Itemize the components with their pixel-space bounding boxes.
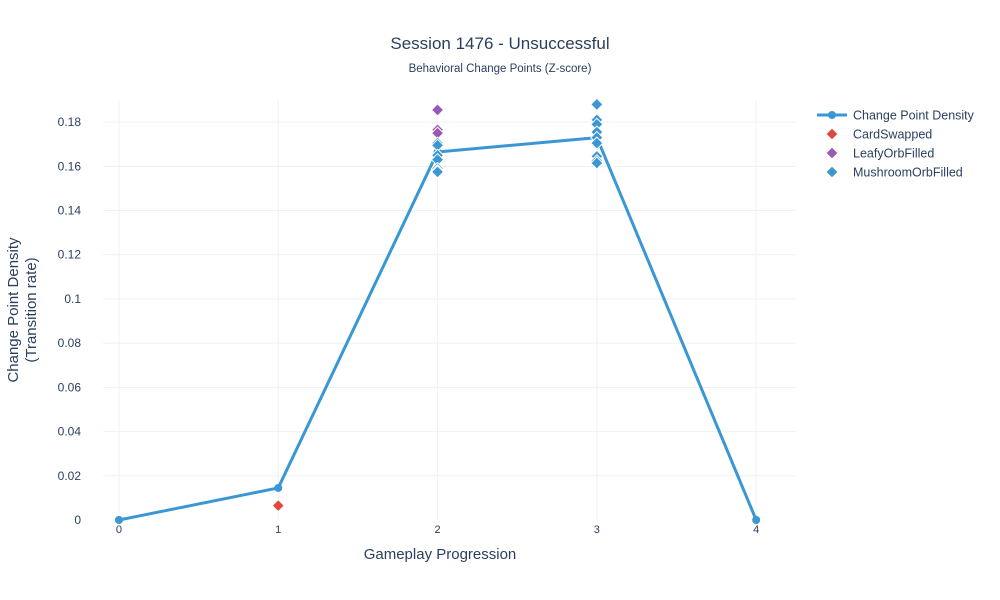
y-tick-label: 0 <box>74 513 81 527</box>
legend-diamond-swatch <box>825 165 839 179</box>
x-tick-label: 4 <box>753 524 759 536</box>
legend-label: MushroomOrbFilled <box>853 166 963 180</box>
mushroomorbfilled-marker <box>430 165 445 179</box>
mushroomorbfilled-marker <box>590 136 604 150</box>
y-tick-label: 0.04 <box>58 425 82 439</box>
y-tick-label: 0.18 <box>58 115 82 129</box>
legend-item[interactable]: MushroomOrbFilled <box>825 165 963 180</box>
y-tick-label: 0.02 <box>58 469 82 483</box>
legend-item[interactable]: CardSwapped <box>825 127 932 142</box>
y-tick-label: 0.16 <box>58 159 82 173</box>
x-tick-label: 1 <box>275 524 281 536</box>
leafyorbfilled-marker <box>430 103 445 117</box>
density-point <box>114 516 123 524</box>
legend-item[interactable]: LeafyOrbFilled <box>825 146 934 161</box>
chart-title: Session 1476 - Unsuccessful <box>390 34 610 53</box>
legend-label: Change Point Density <box>853 109 975 123</box>
chart-subtitle: Behavioral Change Points (Z-score) <box>408 63 592 75</box>
legend-diamond-swatch <box>825 146 839 160</box>
x-tick-label: 3 <box>594 524 600 536</box>
legend-point-swatch <box>828 111 836 119</box>
legend[interactable]: Change Point Density CardSwapped LeafyOrbF… <box>817 109 975 180</box>
x-axis-title: Gameplay Progression <box>364 546 517 563</box>
y-tick-label: 0.1 <box>64 292 81 306</box>
legend-label: LeafyOrbFilled <box>853 147 934 161</box>
density-point <box>274 483 283 492</box>
legend-diamond-swatch <box>825 127 839 141</box>
y-axis-title-line1: Change Point Density <box>5 237 22 383</box>
y-tick-label: 0.08 <box>58 336 82 350</box>
y-tick-label: 0.12 <box>58 248 82 262</box>
y-tick-label: 0.14 <box>58 204 82 218</box>
series-layer <box>114 97 761 524</box>
cardswapped-marker <box>271 498 285 513</box>
x-tick-label: 0 <box>116 524 122 536</box>
x-tick-label: 2 <box>434 524 440 536</box>
density-point <box>752 516 761 524</box>
legend-item[interactable]: Change Point Density <box>817 109 975 123</box>
grid-layer <box>103 100 796 520</box>
mushroomorbfilled-marker <box>590 156 604 170</box>
y-tick-label: 0.06 <box>58 380 82 394</box>
y-axis-title-line2: (Transition rate) <box>23 257 40 362</box>
axis-layer: 0 0.02 0.04 0.06 0.08 0.1 0.12 0.14 0.16 0.18 0 1 2 3… <box>58 115 760 536</box>
mushroomorbfilled-marker <box>590 97 604 112</box>
legend-label: CardSwapped <box>853 128 932 142</box>
